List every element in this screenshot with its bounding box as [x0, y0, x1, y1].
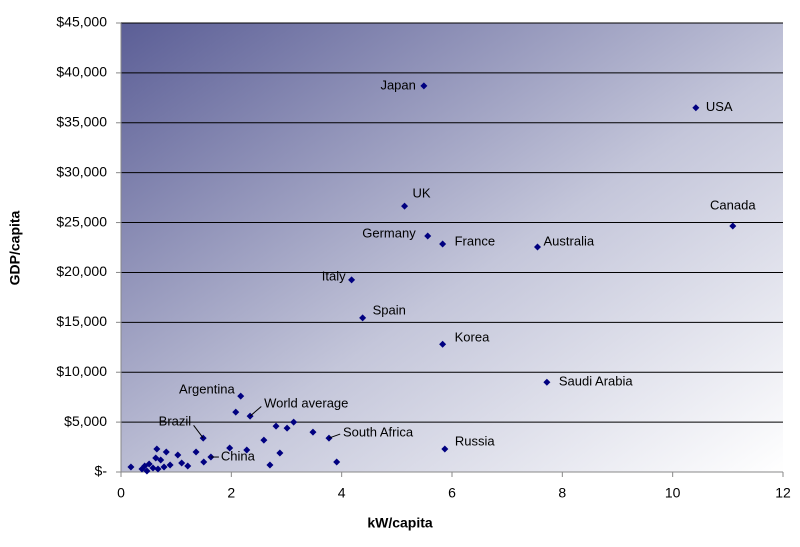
point: [149, 464, 157, 472]
point: [174, 451, 182, 459]
point-label: Canada: [710, 197, 756, 212]
x-axis-title: kW/capita: [367, 515, 433, 531]
point: [166, 461, 174, 469]
point-label: Germany: [362, 225, 416, 240]
point: [333, 458, 341, 466]
point: [145, 460, 153, 468]
point-label: South Africa: [343, 425, 414, 440]
point: [154, 465, 162, 473]
point-label: Saudi Arabia: [559, 374, 633, 389]
point: [232, 408, 240, 416]
x-tick-label: 0: [117, 485, 125, 501]
point: [226, 444, 234, 452]
point-label: Russia: [455, 433, 496, 448]
point: [534, 243, 542, 251]
y-tick-label: $30,000: [56, 163, 107, 179]
point: [260, 436, 268, 444]
point: [162, 448, 170, 456]
point: [692, 104, 700, 112]
y-tick-label: $25,000: [56, 213, 107, 229]
x-tick-label: 4: [338, 485, 346, 501]
point: [153, 445, 161, 453]
point: [276, 449, 284, 457]
y-tick-label: $15,000: [56, 313, 107, 329]
y-axis-title: GDP/capita: [7, 210, 23, 285]
point: [439, 240, 447, 248]
point: [266, 461, 274, 469]
point: [184, 462, 192, 470]
point-label: Argentina: [179, 382, 235, 397]
point-label: UK: [413, 186, 431, 201]
point-label: Korea: [455, 330, 490, 345]
point: [143, 467, 151, 475]
y-tick-label: $5,000: [64, 413, 107, 429]
point: [127, 463, 135, 471]
point: [359, 314, 367, 322]
y-tick-label: $20,000: [56, 263, 107, 279]
leader-line: [328, 433, 341, 439]
point: [543, 378, 551, 386]
y-tick-label: $35,000: [56, 113, 107, 129]
x-tick-label: 6: [448, 485, 456, 501]
point: [420, 82, 428, 90]
point: [160, 463, 168, 471]
point: [441, 445, 449, 453]
x-tick-label: 10: [665, 485, 681, 501]
point: [309, 428, 317, 436]
point: [178, 459, 186, 467]
point-label: USA: [706, 99, 733, 114]
point: [439, 340, 447, 348]
point-label: World average: [264, 396, 348, 411]
point: [237, 392, 245, 400]
point-label: Brazil: [159, 414, 192, 429]
point: [272, 422, 280, 430]
point: [200, 458, 208, 466]
point-label: China: [221, 448, 256, 463]
x-tick-label: 8: [558, 485, 566, 501]
y-tick-label: $45,000: [56, 14, 107, 30]
leader-line: [249, 406, 262, 417]
point-label: Italy: [322, 268, 346, 283]
y-tick-label: $10,000: [56, 363, 107, 379]
x-tick-label: 2: [227, 485, 235, 501]
point: [290, 418, 298, 426]
leader-line: [193, 424, 204, 439]
point: [283, 424, 291, 432]
point: [243, 446, 251, 454]
point: [424, 232, 432, 240]
point: [157, 456, 165, 464]
point: [348, 276, 356, 284]
y-tick-label: $40,000: [56, 64, 107, 80]
y-tick-label: $-: [95, 463, 108, 479]
point-label: Spain: [373, 302, 406, 317]
plot-area: [121, 23, 783, 472]
point-label: Japan: [380, 77, 415, 92]
point: [729, 222, 737, 230]
point-label: Australia: [544, 233, 595, 248]
point: [401, 202, 409, 210]
point-label: France: [455, 233, 495, 248]
x-tick-label: 12: [775, 485, 791, 501]
point: [192, 448, 200, 456]
